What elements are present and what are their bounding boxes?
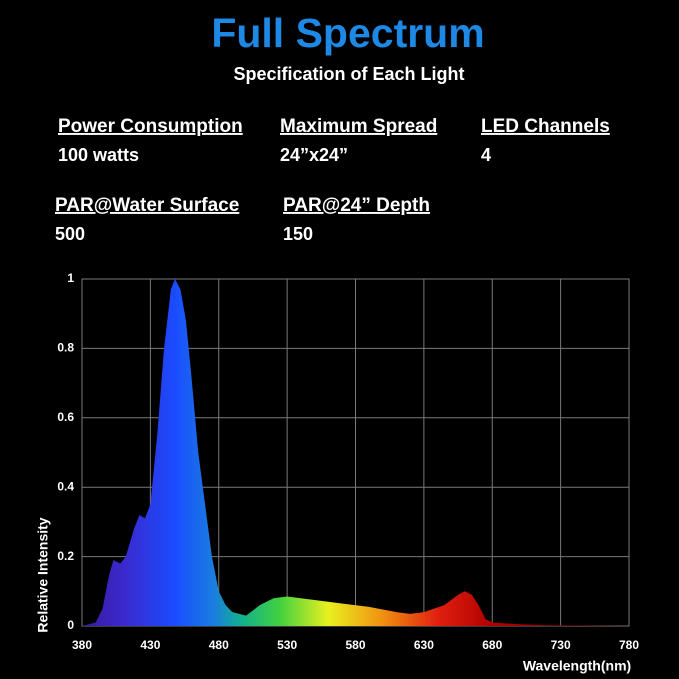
x-tick-label: 780 xyxy=(619,638,639,652)
x-tick-label: 630 xyxy=(414,638,434,652)
spec-value: 500 xyxy=(55,224,85,244)
y-tick-label: 0.8 xyxy=(57,341,74,355)
y-tick-label: 0.4 xyxy=(57,479,74,493)
y-tick-label: 0.6 xyxy=(57,410,74,424)
x-tick-label: 480 xyxy=(209,638,229,652)
spec-label: PAR@24” Depth xyxy=(283,195,430,216)
x-tick-label: 430 xyxy=(140,638,160,652)
spec-value: 100 watts xyxy=(58,145,139,165)
spec-label: PAR@Water Surface xyxy=(55,195,239,216)
x-axis-label: Wavelength(nm) xyxy=(523,658,631,674)
spec-label: LED Channels xyxy=(481,116,610,137)
spec-label: Maximum Spread xyxy=(280,116,437,137)
x-tick-label: 530 xyxy=(277,638,297,652)
spec-value: 4 xyxy=(481,145,491,165)
x-tick-label: 580 xyxy=(345,638,365,652)
spec-value: 24”x24” xyxy=(280,145,348,165)
spec-value: 150 xyxy=(283,224,313,244)
y-tick-label: 0.2 xyxy=(57,549,74,563)
x-tick-label: 380 xyxy=(72,638,92,652)
y-axis-label: Relative Intensity xyxy=(35,517,51,632)
spec-label: Power Consumption xyxy=(58,116,243,137)
x-tick-label: 730 xyxy=(551,638,571,652)
x-tick-label: 680 xyxy=(482,638,502,652)
spectrum-area xyxy=(82,279,629,626)
subtitle: Specification of Each Light xyxy=(233,64,464,84)
y-tick-label: 0 xyxy=(67,618,74,632)
title: Full Spectrum xyxy=(211,10,484,56)
y-tick-label: 1 xyxy=(67,271,74,285)
chart: 0 0.2 0.4 0.6 0.8 1 380 430 480 530 580 630 680 730 78… xyxy=(57,271,639,652)
